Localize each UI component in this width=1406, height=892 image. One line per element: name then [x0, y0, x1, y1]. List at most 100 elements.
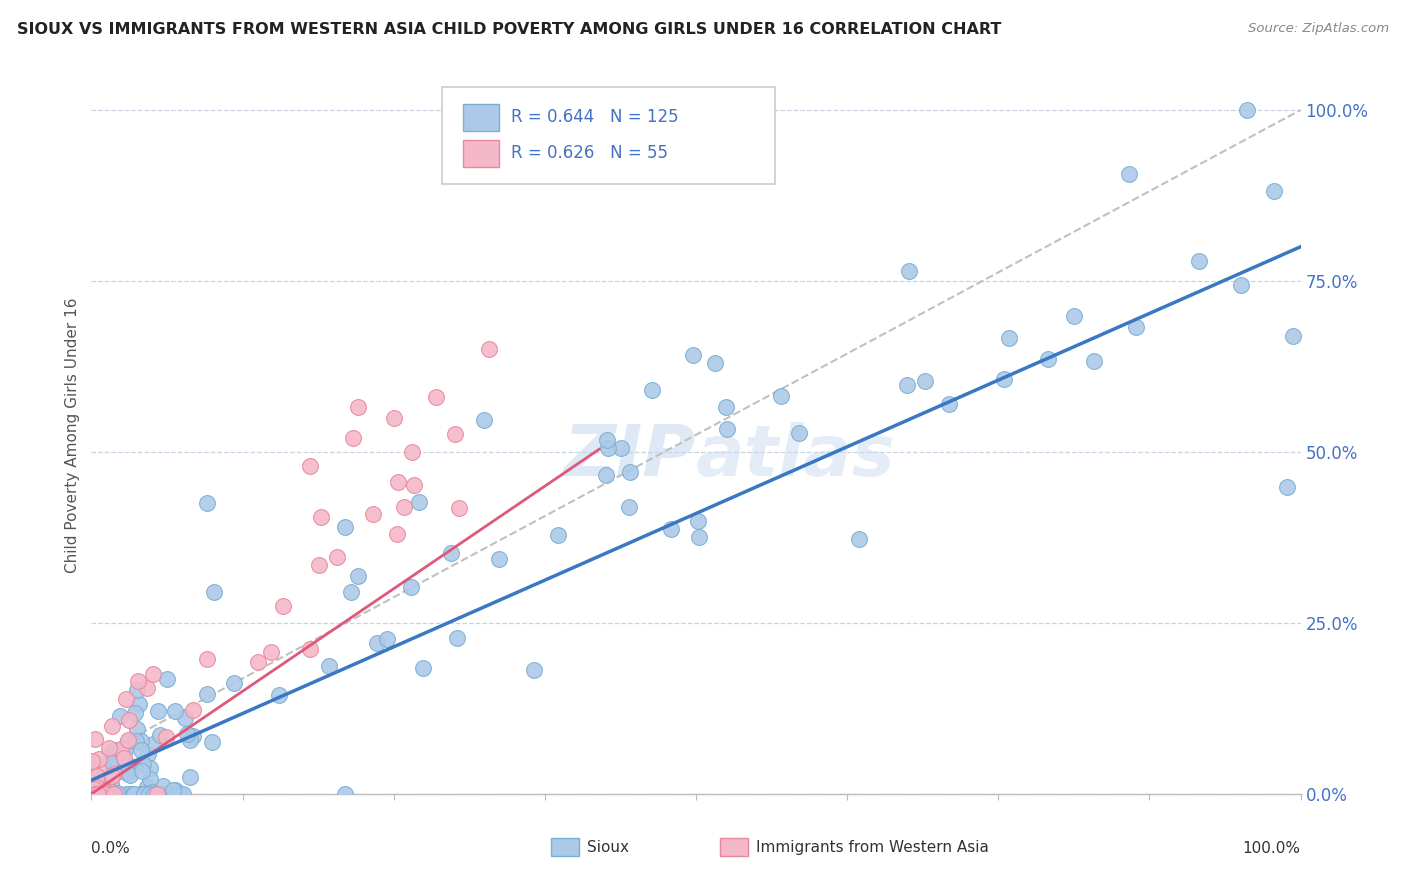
Point — [269, 688, 291, 702]
Point — [619, 465, 641, 479]
Point — [898, 264, 921, 278]
FancyBboxPatch shape — [441, 87, 775, 184]
Point — [173, 710, 195, 724]
Point — [440, 546, 463, 560]
Point — [770, 389, 793, 403]
Point — [385, 527, 408, 541]
Point — [1230, 277, 1253, 292]
Point — [104, 787, 127, 801]
Point — [703, 356, 725, 370]
Point — [115, 766, 138, 780]
Point — [141, 785, 163, 799]
Point — [139, 761, 162, 775]
Point — [1275, 481, 1298, 495]
Point — [402, 478, 425, 492]
Point — [993, 372, 1015, 386]
Point — [299, 642, 322, 657]
Point — [260, 645, 283, 659]
Point — [107, 787, 129, 801]
Point — [848, 533, 870, 547]
Point — [128, 697, 150, 711]
Point — [179, 771, 201, 785]
Point — [121, 787, 143, 801]
Point — [127, 674, 149, 689]
Point — [181, 729, 204, 743]
Point — [107, 787, 129, 801]
Point — [105, 786, 128, 800]
Point — [682, 348, 704, 362]
Bar — [463, 140, 499, 167]
Point — [100, 719, 122, 733]
Point — [117, 757, 139, 772]
Point — [86, 770, 108, 784]
Point — [342, 431, 364, 445]
Point — [401, 445, 423, 459]
Point — [132, 787, 155, 801]
Point — [1236, 103, 1258, 117]
Point — [138, 787, 160, 801]
Point — [153, 787, 176, 801]
Point — [997, 331, 1019, 345]
Point — [716, 400, 738, 414]
Point — [347, 400, 370, 414]
Point — [110, 742, 132, 756]
Point — [129, 787, 152, 801]
Point — [93, 787, 115, 801]
Y-axis label: Child Poverty Among Girls Under 16: Child Poverty Among Girls Under 16 — [65, 297, 80, 573]
Point — [325, 550, 347, 565]
Point — [132, 756, 155, 771]
Point — [84, 731, 107, 746]
Text: Sioux: Sioux — [588, 839, 628, 855]
Text: atlas: atlas — [696, 422, 896, 491]
Point — [347, 568, 370, 582]
Point — [82, 754, 104, 768]
Bar — [720, 838, 748, 856]
Point — [659, 522, 682, 536]
Point — [172, 787, 194, 801]
Point — [98, 755, 121, 769]
Point — [87, 787, 110, 801]
Point — [318, 659, 340, 673]
Point — [339, 584, 361, 599]
Point — [1063, 310, 1085, 324]
Point — [179, 733, 201, 747]
Point — [101, 768, 124, 782]
Point — [87, 763, 110, 777]
Point — [146, 787, 169, 801]
Point — [1188, 253, 1211, 268]
Point — [117, 787, 139, 801]
Point — [118, 713, 141, 727]
Point — [142, 667, 165, 681]
Point — [94, 787, 117, 801]
Point — [90, 782, 112, 797]
Point — [472, 413, 495, 427]
Point — [273, 599, 295, 613]
Point — [100, 756, 122, 770]
Point — [412, 661, 434, 675]
Point — [86, 787, 108, 801]
Point — [1118, 168, 1140, 182]
Point — [449, 500, 471, 515]
Point — [114, 743, 136, 757]
Bar — [463, 103, 499, 131]
Point — [392, 500, 415, 514]
Point — [163, 705, 186, 719]
Point — [162, 782, 184, 797]
Point — [146, 787, 169, 801]
Point — [104, 743, 127, 757]
Point — [118, 767, 141, 781]
Point — [169, 787, 191, 801]
Point — [595, 468, 617, 483]
Point — [896, 378, 918, 392]
Point — [688, 530, 710, 544]
Point — [716, 422, 738, 436]
Point — [100, 777, 122, 791]
Point — [399, 580, 422, 594]
Bar — [551, 838, 579, 856]
Text: Immigrants from Western Asia: Immigrants from Western Asia — [756, 839, 990, 855]
Point — [1263, 184, 1285, 198]
Point — [523, 663, 546, 677]
Point — [136, 780, 159, 795]
Point — [1282, 329, 1305, 343]
Point — [103, 744, 125, 758]
